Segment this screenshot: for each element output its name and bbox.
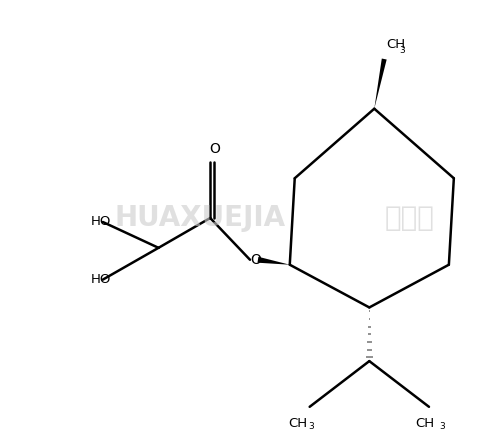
Text: CH: CH (386, 38, 405, 51)
Polygon shape (374, 59, 387, 109)
Polygon shape (257, 257, 290, 265)
Text: HO: HO (91, 273, 111, 286)
Text: HO: HO (91, 216, 111, 228)
Text: O: O (209, 143, 220, 156)
Text: 3: 3 (309, 422, 314, 431)
Text: 3: 3 (439, 422, 445, 431)
Text: CH: CH (288, 417, 308, 430)
Text: CH: CH (416, 417, 434, 430)
Text: O: O (250, 253, 261, 267)
Text: 3: 3 (399, 46, 405, 55)
Text: HUAXUEJIA: HUAXUEJIA (115, 204, 286, 232)
Text: 化学加: 化学加 (384, 204, 434, 232)
